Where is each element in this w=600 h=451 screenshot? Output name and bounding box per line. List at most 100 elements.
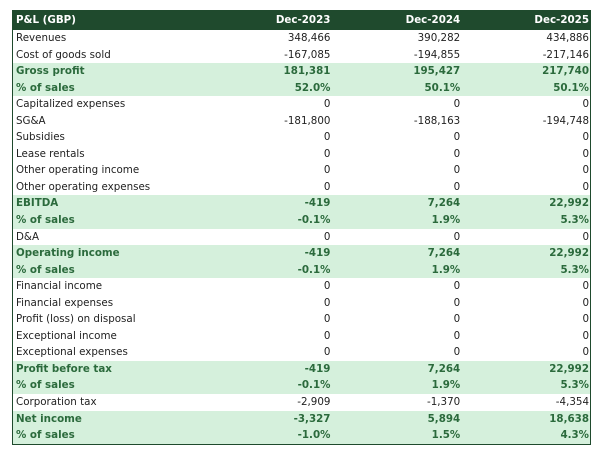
cell-value: 0 xyxy=(582,131,589,144)
table-row: % of sales -0.1% 1.9% 5.3% xyxy=(13,212,590,229)
cell-value: 181,381 xyxy=(283,65,331,78)
table-title: P&L (GBP) xyxy=(16,14,76,26)
table-row: D&A 0 0 0 xyxy=(13,229,590,246)
table-row: Financial expenses 0 0 0 xyxy=(13,295,590,312)
cell-value: -0.1% xyxy=(297,214,331,227)
cell-value: 0 xyxy=(453,329,461,342)
cell-value: -194,748 xyxy=(542,114,589,127)
column-header: Dec-2024 xyxy=(405,14,461,26)
cell-value: 434,886 xyxy=(546,32,589,44)
row-label: EBITDA xyxy=(16,197,59,210)
cell-value: 22,992 xyxy=(549,197,589,210)
row-label: % of sales xyxy=(16,81,75,94)
cell-value: 7,264 xyxy=(427,247,461,260)
row-label: Other operating expenses xyxy=(16,180,151,193)
table-row: Financial income 0 0 0 xyxy=(13,278,590,295)
cell-value: -3,327 xyxy=(293,412,331,425)
cell-value: -4,354 xyxy=(555,396,589,409)
row-label: Subsidies xyxy=(16,131,65,144)
cell-value: 0 xyxy=(453,147,461,160)
row-label: Gross profit xyxy=(16,65,85,78)
table-row: Profit before tax -419 7,264 22,992 xyxy=(13,360,590,378)
row-label: % of sales xyxy=(16,263,75,276)
cell-value: -1,370 xyxy=(427,396,461,409)
cell-value: 0 xyxy=(453,296,461,309)
cell-value: 50.1% xyxy=(424,81,461,94)
cell-value: -194,855 xyxy=(413,48,461,61)
cell-value: 0 xyxy=(453,280,461,293)
cell-value: 0 xyxy=(323,147,331,160)
cell-value: 0 xyxy=(323,230,331,243)
row-label: Cost of goods sold xyxy=(16,48,111,61)
row-label: % of sales xyxy=(16,379,75,392)
cell-value: -217,146 xyxy=(542,48,589,61)
table-row: % of sales -1.0% 1.5% 4.3% xyxy=(13,427,590,444)
row-label: Financial expenses xyxy=(16,296,114,309)
row-label: Profit (loss) on disposal xyxy=(16,313,136,326)
cell-value: 5.3% xyxy=(560,379,589,392)
cell-value: 0 xyxy=(323,164,331,177)
row-label: Financial income xyxy=(16,280,103,293)
table-row: SG&A -181,800 -188,163 -194,748 xyxy=(13,113,590,130)
table-row: Lease rentals 0 0 0 xyxy=(13,146,590,163)
pnl-table: P&L (GBP) Dec-2023 Dec-2024 Dec-2025 Rev… xyxy=(12,10,591,445)
cell-value: 0 xyxy=(582,98,589,111)
cell-value: 0 xyxy=(323,296,331,309)
cell-value: 22,992 xyxy=(549,362,589,375)
cell-value: 195,427 xyxy=(413,65,461,78)
table-row: Exceptional income 0 0 0 xyxy=(13,328,590,345)
cell-value: 217,740 xyxy=(542,65,589,78)
cell-value: 0 xyxy=(582,230,589,243)
table-row: Net income -3,327 5,894 18,638 xyxy=(13,410,590,428)
cell-value: 0 xyxy=(323,329,331,342)
table-row: EBITDA -419 7,264 22,992 xyxy=(13,195,590,213)
cell-value: 50.1% xyxy=(553,81,589,94)
table-row: Operating income -419 7,264 22,992 xyxy=(13,245,590,262)
cell-value: 7,264 xyxy=(427,197,461,210)
cell-value: 1.9% xyxy=(431,214,461,227)
table-row: Corporation tax -2,909 -1,370 -4,354 xyxy=(13,394,590,411)
cell-value: 0 xyxy=(323,313,331,326)
cell-value: 0 xyxy=(453,313,461,326)
cell-value: 0 xyxy=(453,131,461,144)
cell-value: 5,894 xyxy=(427,412,461,425)
row-label: Capitalized expenses xyxy=(16,98,126,111)
cell-value: 5.3% xyxy=(560,263,589,276)
cell-value: 348,466 xyxy=(287,32,331,44)
table-row: Other operating expenses 0 0 0 xyxy=(13,179,590,196)
cell-value: 0 xyxy=(453,346,461,359)
column-header: Dec-2025 xyxy=(534,14,589,26)
cell-value: 0 xyxy=(582,296,589,309)
row-label: Lease rentals xyxy=(16,147,85,160)
cell-value: -181,800 xyxy=(284,114,331,127)
cell-value: 7,264 xyxy=(427,362,461,375)
cell-value: 52.0% xyxy=(294,81,331,94)
cell-value: 0 xyxy=(323,98,331,111)
cell-value: -419 xyxy=(304,197,331,210)
table-row: Revenues 348,466 390,282 434,886 xyxy=(13,30,590,47)
row-label: Revenues xyxy=(16,32,67,44)
row-label: D&A xyxy=(16,230,40,243)
cell-value: 0 xyxy=(453,98,461,111)
cell-value: 0 xyxy=(323,180,331,193)
cell-value: -188,163 xyxy=(413,114,461,127)
cell-value: 0 xyxy=(582,313,589,326)
cell-value: 0 xyxy=(582,147,589,160)
cell-value: 1.9% xyxy=(431,263,461,276)
table-row: % of sales 52.0% 50.1% 50.1% xyxy=(13,79,590,97)
table-row: % of sales -0.1% 1.9% 5.3% xyxy=(13,261,590,279)
table-header: P&L (GBP) Dec-2023 Dec-2024 Dec-2025 xyxy=(13,11,590,30)
cell-value: 0 xyxy=(582,329,589,342)
cell-value: -1.0% xyxy=(297,429,331,442)
cell-value: 18,638 xyxy=(549,412,589,425)
row-label: % of sales xyxy=(16,214,75,227)
cell-value: 4.3% xyxy=(560,429,589,442)
cell-value: 22,992 xyxy=(549,247,589,260)
cell-value: 1.5% xyxy=(431,429,461,442)
row-label: Profit before tax xyxy=(16,362,112,375)
row-label: Exceptional income xyxy=(16,329,117,342)
cell-value: 0 xyxy=(582,346,589,359)
table-body: Revenues 348,466 390,282 434,886 Cost of goo… xyxy=(13,30,590,444)
cell-value: -419 xyxy=(304,362,331,375)
table-row: Gross profit 181,381 195,427 217,740 xyxy=(13,63,590,80)
